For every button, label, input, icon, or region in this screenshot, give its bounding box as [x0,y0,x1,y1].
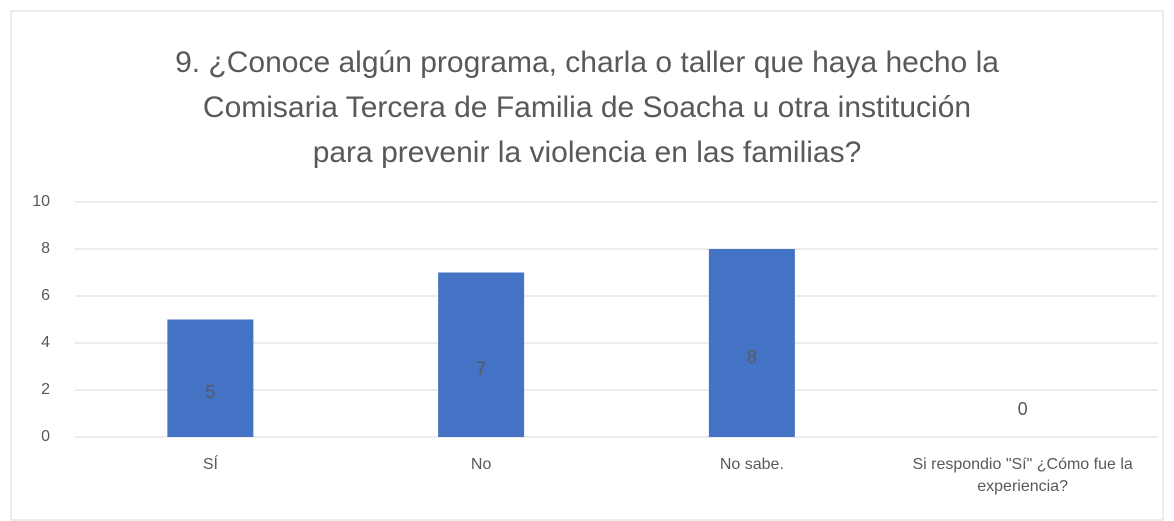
y-tick-label: 6 [41,287,50,304]
y-tick-label: 4 [41,334,50,351]
data-label: 0 [1018,399,1028,419]
bar [167,319,254,437]
chart-title: para prevenir la violencia en las famili… [313,136,862,169]
x-tick-label: Si respondio "Sí" ¿Cómo fue la experienc… [912,456,1133,495]
y-tick-label: 0 [41,428,50,445]
data-label: 5 [205,382,215,402]
y-tick-label: 2 [41,381,50,398]
data-label: 7 [476,359,486,379]
y-tick-label: 10 [32,193,50,210]
x-tick-label: No sabe. [719,456,784,473]
chart-title: Comisaria Tercera de Familia de Soacha u… [203,91,971,124]
data-label: 8 [747,347,757,367]
x-tick-label: SÍ [202,456,218,473]
y-tick-label: 8 [41,240,50,257]
chart-title: 9. ¿Conoce algún programa, charla o tall… [175,46,999,79]
bar [708,249,795,437]
chart-border [10,10,1164,521]
x-tick-label: No [470,456,492,473]
bar [438,272,525,437]
